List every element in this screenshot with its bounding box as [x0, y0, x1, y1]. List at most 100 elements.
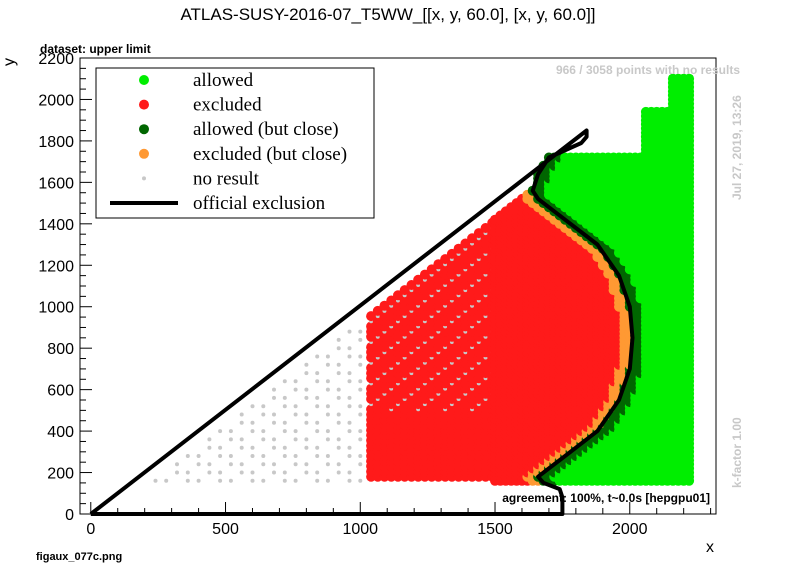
data-point [293, 387, 298, 392]
data-point [261, 437, 266, 442]
data-point [336, 470, 341, 475]
chart-subtitle: dataset: upper limit [40, 42, 151, 56]
data-point [272, 412, 276, 417]
data-point [239, 462, 244, 467]
data-point [336, 387, 341, 392]
data-point [304, 445, 309, 450]
legend-label: excluded [193, 95, 262, 116]
data-point [315, 395, 320, 400]
x-tick-label: 0 [86, 521, 95, 538]
legend-label: allowed [193, 70, 254, 91]
data-point [185, 478, 190, 483]
data-point [228, 429, 233, 434]
data-point [325, 387, 330, 392]
data-point [358, 412, 363, 417]
data-point [272, 462, 276, 467]
data-point [347, 420, 352, 425]
data-point [304, 362, 309, 367]
data-point [272, 395, 276, 400]
data-point [347, 329, 352, 334]
legend-label: allowed (but close) [193, 119, 339, 140]
data-point [304, 470, 309, 475]
data-point [282, 470, 287, 475]
data-point [164, 478, 169, 483]
data-point [336, 445, 341, 450]
data-point [261, 412, 266, 417]
data-point [358, 437, 363, 442]
data-point [207, 437, 212, 442]
data-point [239, 437, 244, 442]
data-point [272, 445, 276, 450]
data-point [218, 445, 223, 450]
data-point [347, 346, 352, 351]
data-point [282, 395, 287, 400]
data-point [261, 429, 266, 434]
data-point [358, 404, 363, 409]
data-point [261, 454, 266, 458]
data-point [261, 404, 266, 409]
y-tick-label: 200 [47, 466, 74, 483]
legend-swatch [142, 176, 146, 181]
data-point [282, 379, 287, 384]
data-point [293, 462, 298, 467]
data-point [325, 354, 330, 359]
data-point [358, 429, 363, 434]
points-note: 966 / 3058 points with no results [556, 63, 740, 77]
data-point [336, 371, 341, 376]
data-point [304, 412, 309, 417]
data-point [304, 462, 309, 467]
data-point [239, 470, 244, 475]
data-point [325, 462, 330, 467]
legend-label: excluded (but close) [193, 144, 347, 165]
data-point [261, 462, 266, 467]
y-tick-label: 0 [65, 507, 74, 524]
data-point [196, 478, 201, 483]
y-axis-label: y [1, 58, 18, 66]
data-point [358, 379, 363, 384]
data-point [293, 404, 298, 409]
date-stamp: Jul 27, 2019, 13:26 [730, 95, 744, 200]
legend-label: official exclusion [193, 193, 326, 214]
axes: 0 500 1000 1500 2000 0 200 400 600 800 1000 1200 140… [38, 51, 712, 538]
y-tick-label: 2000 [38, 92, 74, 109]
data-point [315, 478, 320, 483]
x-tick-label: 1000 [342, 521, 378, 538]
data-point [250, 404, 255, 409]
legend-swatch [139, 75, 149, 85]
data-point [175, 470, 179, 475]
legend-swatch [139, 124, 149, 135]
y-tick-label: 1800 [38, 134, 74, 151]
data-point [304, 437, 309, 442]
data-point [325, 412, 330, 417]
data-point [336, 420, 341, 425]
data-point [153, 478, 158, 483]
agreement-note: agreement: 100%, t~0.0s [hepgpu01] [502, 491, 710, 505]
legend-label: no result [193, 168, 260, 189]
data-point [347, 354, 352, 359]
data-point [250, 454, 255, 458]
legend-swatch [139, 99, 149, 110]
data-point [336, 462, 341, 467]
data-point [218, 478, 223, 483]
y-tick-label: 800 [47, 341, 74, 358]
data-point [433, 259, 444, 270]
data-point [336, 395, 341, 400]
data-point [272, 420, 276, 425]
y-tick-label: 400 [47, 424, 74, 441]
data-point [399, 285, 410, 296]
data-point [336, 362, 341, 367]
data-point [379, 300, 390, 311]
data-point [228, 478, 233, 483]
data-point [358, 362, 363, 367]
y-tick-label: 1000 [38, 300, 74, 317]
x-tick-label: 1500 [477, 521, 513, 538]
data-point [347, 445, 352, 450]
data-point [473, 228, 484, 239]
data-point [228, 454, 233, 458]
data-point [315, 429, 320, 434]
data-point [239, 445, 244, 450]
data-point [684, 73, 695, 84]
data-point [347, 478, 352, 483]
data-point [347, 454, 352, 458]
